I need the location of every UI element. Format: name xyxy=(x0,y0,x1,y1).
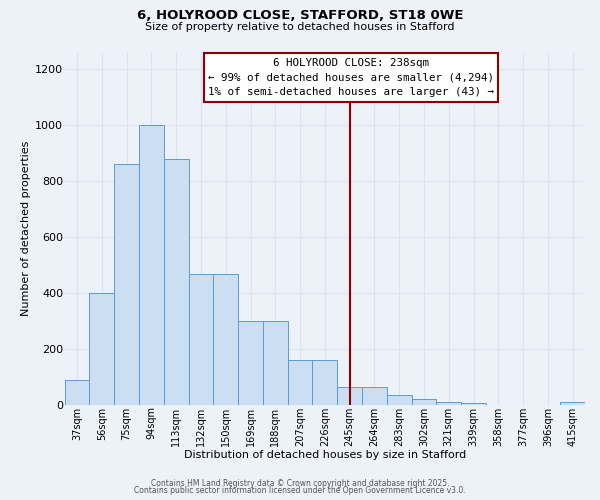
Bar xyxy=(238,321,263,405)
Bar xyxy=(188,274,214,405)
Bar xyxy=(412,400,436,405)
Bar xyxy=(263,321,287,405)
Bar xyxy=(89,293,114,405)
Bar xyxy=(461,403,486,405)
Bar xyxy=(214,274,238,405)
Bar xyxy=(362,387,387,405)
Bar xyxy=(164,159,188,405)
Bar xyxy=(387,396,412,405)
Y-axis label: Number of detached properties: Number of detached properties xyxy=(21,141,31,316)
Text: Size of property relative to detached houses in Stafford: Size of property relative to detached ho… xyxy=(145,22,455,32)
Bar xyxy=(560,402,585,405)
Text: Contains HM Land Registry data © Crown copyright and database right 2025.: Contains HM Land Registry data © Crown c… xyxy=(151,478,449,488)
Bar xyxy=(287,360,313,405)
Bar xyxy=(436,402,461,405)
Text: 6, HOLYROOD CLOSE, STAFFORD, ST18 0WE: 6, HOLYROOD CLOSE, STAFFORD, ST18 0WE xyxy=(137,9,463,22)
Bar xyxy=(139,126,164,405)
Text: 6 HOLYROOD CLOSE: 238sqm
← 99% of detached houses are smaller (4,294)
1% of semi: 6 HOLYROOD CLOSE: 238sqm ← 99% of detach… xyxy=(208,58,494,98)
Bar xyxy=(337,387,362,405)
Bar xyxy=(65,380,89,405)
X-axis label: Distribution of detached houses by size in Stafford: Distribution of detached houses by size … xyxy=(184,450,466,460)
Bar xyxy=(114,164,139,405)
Bar xyxy=(313,360,337,405)
Text: Contains public sector information licensed under the Open Government Licence v3: Contains public sector information licen… xyxy=(134,486,466,495)
